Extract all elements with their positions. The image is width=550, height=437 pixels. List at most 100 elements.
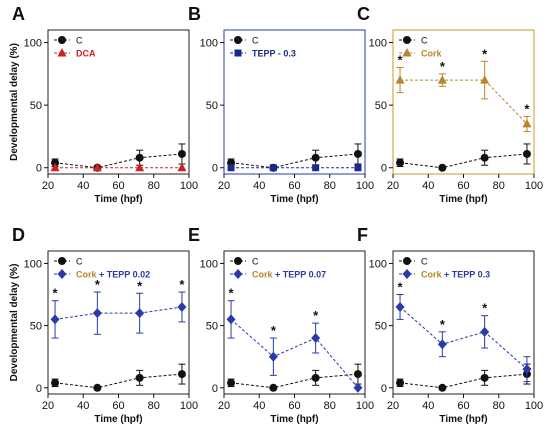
legend-item: C: [399, 36, 428, 46]
series-line: [399, 153, 527, 169]
x-tick-label: 80: [324, 400, 336, 412]
series-line: [399, 306, 528, 370]
y-axis-label: Developmental delay (%): [9, 264, 20, 382]
series-line: [400, 79, 528, 125]
series-1: [50, 162, 187, 172]
significance-star: *: [440, 317, 446, 332]
legend-label: Cork + TEPP 0.07: [252, 270, 326, 280]
legend-item: Cork + TEPP 0.02: [54, 269, 150, 280]
x-tick-label: 100: [180, 400, 198, 412]
series-line: [230, 319, 359, 389]
significance-star: *: [398, 53, 404, 68]
data-point: [177, 149, 186, 158]
data-point: [480, 373, 489, 382]
legend-marker: [58, 36, 66, 44]
data-point: [50, 162, 60, 172]
significance-star: *: [398, 280, 404, 295]
data-point: [226, 314, 236, 325]
data-point: [480, 75, 490, 84]
y-tick-label: 100: [200, 38, 218, 50]
significance-star: *: [482, 46, 488, 61]
x-tick-label: 100: [525, 180, 543, 192]
data-point: [396, 158, 405, 167]
series-line: [54, 306, 183, 320]
plot-frame: [392, 29, 535, 175]
panel-c: C 20 40 60 80 100 0 50 100 Time (hpf) * * * * C Cork: [357, 4, 543, 205]
x-tick-label: 80: [148, 400, 160, 412]
legend-label: Cork + TEPP 0.3: [421, 270, 490, 280]
legend-item: C: [230, 36, 259, 46]
series-0: [51, 363, 186, 392]
x-tick-label: 80: [493, 400, 505, 412]
series-line: [54, 373, 182, 389]
data-point: [50, 314, 60, 325]
x-tick-label: 60: [288, 400, 300, 412]
y-tick-label: 100: [24, 258, 42, 270]
legend-text: + TEPP 0.02: [97, 270, 151, 280]
series-1: * * *: [226, 286, 363, 393]
data-point: [227, 378, 236, 387]
x-tick-label: 60: [288, 180, 300, 192]
legend-text: C: [252, 257, 259, 267]
significance-star: *: [524, 101, 530, 116]
data-point: [353, 382, 363, 393]
legend-text: Cork: [252, 270, 273, 280]
significance-star: *: [53, 286, 59, 301]
data-point: [177, 301, 187, 312]
legend-label: C: [76, 36, 83, 46]
legend-text: DCA: [76, 49, 96, 59]
data-point: [312, 164, 320, 172]
data-point: [269, 383, 278, 392]
legend-text: + TEPP 0.07: [273, 270, 327, 280]
significance-star: *: [229, 286, 235, 301]
data-point: [395, 75, 405, 84]
data-point: [438, 383, 447, 392]
x-tick-label: 40: [422, 180, 434, 192]
x-tick-label: 100: [356, 400, 374, 412]
series-1: * * * *: [395, 46, 532, 132]
x-tick-label: 60: [457, 180, 469, 192]
x-tick-label: 100: [180, 180, 198, 192]
y-tick-label: 0: [36, 163, 42, 175]
panel-label: C: [357, 4, 370, 24]
legend-label: DCA: [76, 49, 96, 59]
y-tick-label: 100: [369, 258, 387, 270]
x-tick-label: 20: [387, 180, 399, 192]
x-tick-label: 20: [42, 180, 54, 192]
y-tick-label: 0: [381, 383, 387, 395]
significance-star: *: [440, 59, 446, 74]
data-point: [135, 373, 144, 382]
x-tick-label: 40: [253, 400, 265, 412]
data-point: [135, 153, 144, 162]
panel-label: F: [357, 225, 368, 245]
y-axis-label: Developmental delay (%): [9, 43, 20, 161]
legend-marker: [403, 257, 411, 265]
legend-marker: [402, 269, 412, 279]
panel-label: D: [12, 225, 25, 245]
x-tick-label: 20: [387, 400, 399, 412]
legend-marker: [57, 48, 67, 57]
legend-label: TEPP - 0.3: [252, 49, 296, 59]
x-axis-label: Time (hpf): [439, 414, 487, 425]
data-point: [437, 75, 447, 84]
y-tick-label: 0: [381, 163, 387, 175]
x-tick-label: 80: [148, 180, 160, 192]
y-tick-label: 50: [30, 100, 42, 112]
plot-frame: [47, 29, 190, 175]
legend-text: C: [252, 36, 259, 46]
data-point: [311, 333, 321, 344]
legend-text: + TEPP 0.3: [442, 270, 491, 280]
x-tick-label: 20: [218, 180, 230, 192]
y-tick-label: 50: [206, 100, 218, 112]
data-point: [437, 339, 447, 350]
panel-d: D 20 40 60 80 100 0 50 100 Time (hpf) Developmenta…: [9, 225, 198, 425]
significance-star: *: [271, 323, 277, 338]
x-axis-label: Time (hpf): [270, 414, 318, 425]
y-tick-label: 100: [24, 38, 42, 50]
x-tick-label: 20: [42, 400, 54, 412]
data-point: [522, 149, 531, 158]
significance-star: *: [313, 308, 319, 323]
data-point: [311, 373, 320, 382]
legend-marker: [403, 36, 411, 44]
x-tick-label: 40: [77, 400, 89, 412]
